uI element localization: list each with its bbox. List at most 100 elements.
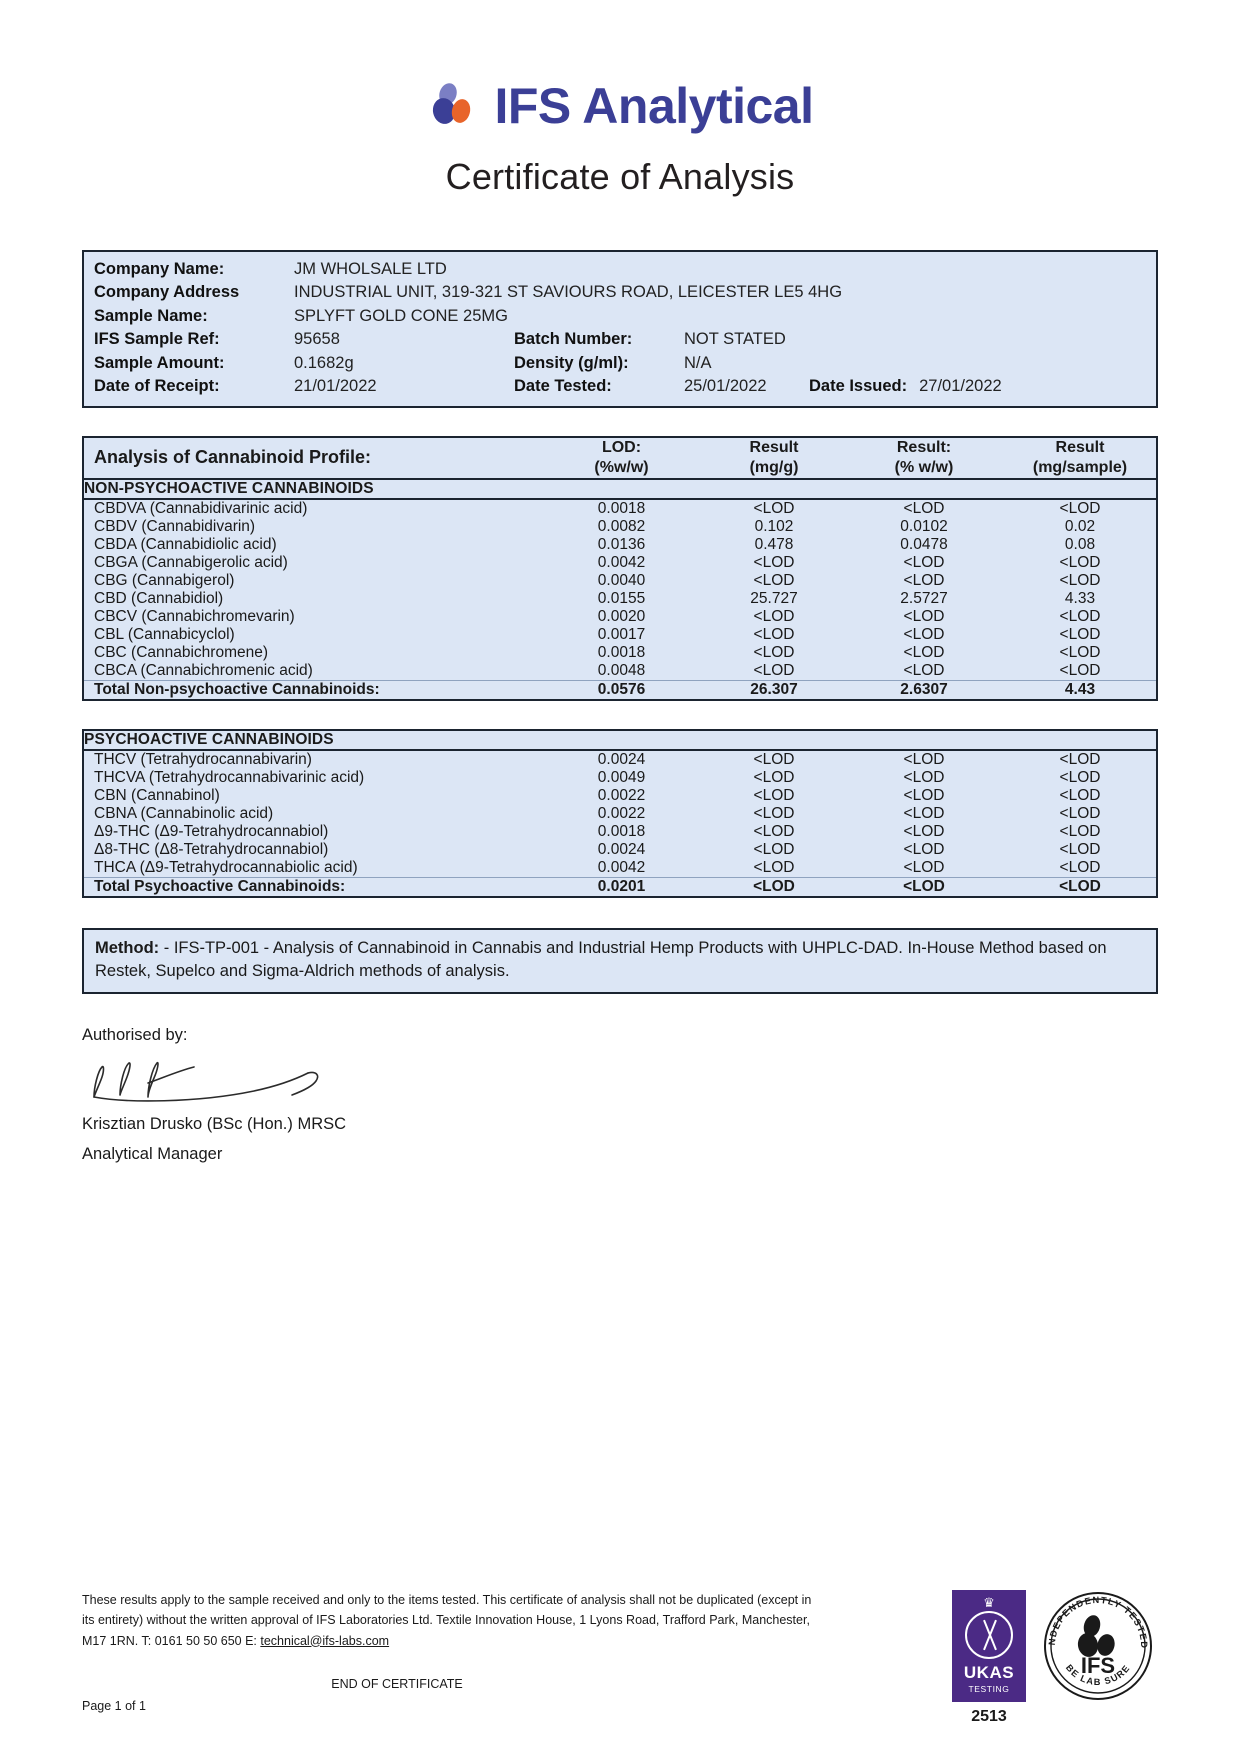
ifs-be-lab-sure-seal-icon: INDEPENDENTLY TESTED BE LAB SURE IFS <box>1040 1582 1154 1702</box>
analyte-result-pww: <LOD <box>903 499 945 517</box>
non-psychoactive-rows: CBDVA (Cannabidivarinic acid) 0.0018 <LOD <… <box>84 499 1156 681</box>
ukas-accreditation-number: 2513 <box>971 1708 1007 1725</box>
info-row-sample-ref: IFS Sample Ref: 95658 Batch Number: NOT … <box>94 328 1146 351</box>
analyte-result-mgg: <LOD <box>753 768 795 786</box>
analyte-result-mgsample: 0.02 <box>1064 517 1096 535</box>
table-row: CBL (Cannabicyclol) 0.0017 <LOD <LOD <LOD <box>84 626 1156 644</box>
section-label: NON-PSYCHOACTIVE CANNABINOIDS <box>84 478 1156 500</box>
total-lod: 0.0201 <box>539 876 704 896</box>
analyte-result-mgsample: <LOD <box>1059 858 1101 876</box>
crown-icon: ♛ <box>983 1595 995 1610</box>
density-value: N/A <box>684 353 712 372</box>
table-row: CBDV (Cannabidivarin) 0.0082 0.102 0.0102 0.… <box>84 518 1156 536</box>
analyte-result-mgsample: <LOD <box>1059 607 1101 625</box>
ukas-sub: TESTING <box>968 1684 1010 1694</box>
analyte-lod: 0.0024 <box>597 840 646 858</box>
analyte-result-pww: <LOD <box>903 804 945 822</box>
total-mgsample: <LOD <box>1004 876 1156 896</box>
table-row-total-psychoactive: Total Psychoactive Cannabinoids: 0.0201 … <box>84 876 1156 896</box>
analyte-lod: 0.0022 <box>597 786 646 804</box>
analyte-result-mgg: <LOD <box>753 840 795 858</box>
batch-number-label: Batch Number: <box>514 330 633 349</box>
analyte-result-mgsample: <LOD <box>1059 786 1101 804</box>
analyte-lod: 0.0042 <box>597 553 646 571</box>
info-row-company-name: Company Name: JM WHOLSALE LTD <box>94 258 1146 281</box>
table-row: CBDA (Cannabidiolic acid) 0.0136 0.478 0.04… <box>84 536 1156 554</box>
total-pww: <LOD <box>844 876 1004 896</box>
column-header-pww-line1: Result: <box>896 438 952 456</box>
analyte-result-mgg: 0.102 <box>754 517 794 535</box>
footer-disclaimer-text: These results apply to the sample receiv… <box>82 1593 812 1648</box>
table-row: CBCA (Cannabichromenic acid) 0.0048 <LOD <L… <box>84 662 1156 681</box>
brand-header: IFS Analytical <box>82 0 1158 134</box>
company-address-label: Company Address <box>94 283 240 302</box>
page-number: Page 1 of 1 <box>82 1698 146 1713</box>
analyte-name: CBN (Cannabinol) <box>94 786 220 804</box>
column-header-result-pww: Result: (% w/w) <box>844 437 1004 480</box>
analyte-result-mgg: <LOD <box>753 858 795 876</box>
analyte-name: THCA (Δ9-Tetrahydrocannabiolic acid) <box>94 858 358 876</box>
svg-text:IFS: IFS <box>1081 1653 1115 1678</box>
analyte-name: CBGA (Cannabigerolic acid) <box>94 553 288 571</box>
footer-email-link[interactable]: technical@ifs-labs.com <box>260 1633 390 1648</box>
analyte-result-pww: <LOD <box>903 607 945 625</box>
analyte-result-pww: <LOD <box>903 750 945 768</box>
column-header-result-mgg: Result (mg/g) <box>704 437 844 480</box>
method-text: - IFS-TP-001 - Analysis of Cannabinoid i… <box>95 938 1107 981</box>
density-label: Density (g/ml): <box>514 353 629 372</box>
total-mgg: 26.307 <box>704 679 844 699</box>
analyte-name: Δ8-THC (Δ8-Tetrahydrocannabiol) <box>94 840 329 858</box>
psychoactive-results-box: PSYCHOACTIVE CANNABINOIDS THCV (Tetrahyd… <box>82 728 1158 898</box>
analyte-result-pww: <LOD <box>903 625 945 643</box>
authorised-by-label: Authorised by: <box>82 1026 188 1045</box>
section-label: PSYCHOACTIVE CANNABINOIDS <box>84 730 1156 751</box>
table-row: CBDVA (Cannabidivarinic acid) 0.0018 <LOD <… <box>84 499 1156 518</box>
table-row: CBN (Cannabinol) 0.0022 <LOD <LOD <LOD <box>84 787 1156 805</box>
analyte-result-mgsample: <LOD <box>1059 571 1101 589</box>
ukas-circle-icon <box>965 1611 1013 1659</box>
analyte-lod: 0.0017 <box>597 625 646 643</box>
column-header-lod-line2: (%w/w) <box>594 458 649 476</box>
date-of-receipt-value: 21/01/2022 <box>294 377 377 396</box>
analyte-result-mgg: <LOD <box>753 643 795 661</box>
method-label: Method: <box>95 938 164 957</box>
analyte-result-mgg: <LOD <box>753 786 795 804</box>
date-tested-label: Date Tested: <box>514 377 612 396</box>
analyte-result-mgg: <LOD <box>753 804 795 822</box>
analyte-lod: 0.0020 <box>597 607 646 625</box>
analyte-result-pww: <LOD <box>903 840 945 858</box>
info-row-company-address: Company Address INDUSTRIAL UNIT, 319-321… <box>94 281 1146 304</box>
analyte-result-pww: 2.5727 <box>900 589 948 607</box>
analyte-result-pww: <LOD <box>903 661 945 679</box>
ukas-testing-logo-icon: ♛ UKAS TESTING <box>952 1590 1026 1702</box>
analyte-result-pww: <LOD <box>903 768 945 786</box>
info-row-sample-amount: Sample Amount: 0.1682g Density (g/ml): N… <box>94 352 1146 375</box>
table-row: Δ8-THC (Δ8-Tetrahydrocannabiol) 0.0024 <LO… <box>84 841 1156 859</box>
analyte-lod: 0.0042 <box>597 858 646 876</box>
company-name-label: Company Name: <box>94 260 225 278</box>
analyte-name: Δ9-THC (Δ9-Tetrahydrocannabiol) <box>94 822 329 840</box>
total-pww: 2.6307 <box>844 679 1004 699</box>
ifs-leaf-logo-icon <box>426 78 482 134</box>
analyte-result-mgsample: 4.33 <box>1064 589 1096 607</box>
ifs-sample-ref-value: 95658 <box>294 330 340 349</box>
analyte-lod: 0.0155 <box>597 589 646 607</box>
batch-number-value: NOT STATED <box>684 330 786 349</box>
analyte-name: CBDA (Cannabidiolic acid) <box>94 535 277 553</box>
analyte-name: CBC (Cannabichromene) <box>94 643 269 661</box>
analyte-result-mgg: <LOD <box>753 571 795 589</box>
analyte-name: CBDVA (Cannabidivarinic acid) <box>94 499 308 517</box>
date-issued-value: 27/01/2022 <box>919 377 1002 396</box>
analyte-result-mgg: <LOD <box>753 499 795 517</box>
analyte-result-mgg: <LOD <box>753 822 795 840</box>
analyte-result-mgg: <LOD <box>753 750 795 768</box>
analyte-result-mgsample: <LOD <box>1059 553 1101 571</box>
section-header-psychoactive: PSYCHOACTIVE CANNABINOIDS <box>84 730 1156 751</box>
analyte-result-mgg: <LOD <box>753 625 795 643</box>
analyte-result-mgg: <LOD <box>753 661 795 679</box>
total-label: Total Psychoactive Cannabinoids: <box>84 876 539 896</box>
end-of-certificate: END OF CERTIFICATE <box>331 1676 463 1691</box>
sample-amount-value: 0.1682g <box>294 353 354 372</box>
table-row: THCVA (Tetrahydrocannabivarinic acid) 0.0… <box>84 769 1156 787</box>
